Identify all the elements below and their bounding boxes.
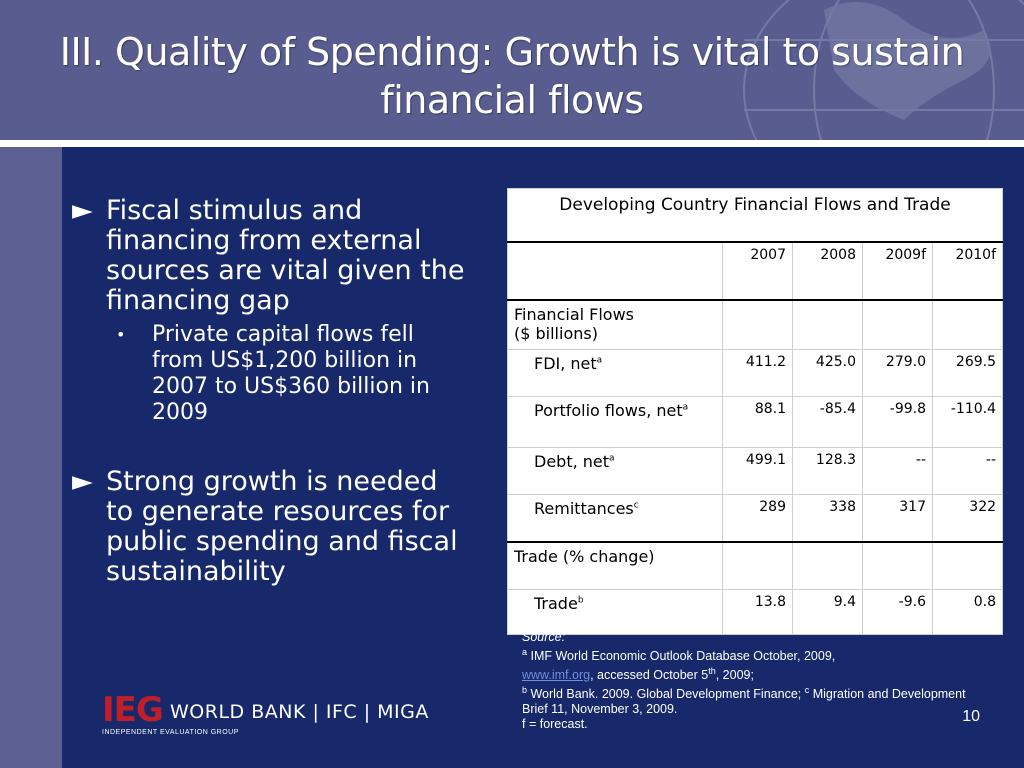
source-line-c: Migration and Development Brief 11, Nove… <box>522 687 966 717</box>
source-notes: Source: a IMF World Economic Outlook Dat… <box>522 630 982 732</box>
table-cell: 9.4 <box>792 589 863 635</box>
source-line-b: World Bank. 2009. Global Development Fin… <box>527 687 805 702</box>
group-label-line1: Financial Flows <box>514 305 635 324</box>
table-cell: 0.8 <box>931 589 1004 635</box>
table-cell: 88.1 <box>722 396 793 448</box>
bullet-2: ► Strong growth is needed to generate re… <box>72 467 467 587</box>
group-label-line2: ($ billions) <box>514 324 598 343</box>
source-accessed-end: , 2009; <box>715 668 754 683</box>
organizations-line: WORLD BANK | IFC | MIGA <box>170 701 429 723</box>
table-cell: 338 <box>792 494 863 543</box>
subbullet-1-text: Private capital flows fell from US$1,200… <box>152 322 430 425</box>
table-cell: 317 <box>862 494 933 543</box>
footnote-marker: b <box>522 685 528 696</box>
table-cell <box>931 541 1004 590</box>
ieg-letters: IEG <box>102 690 164 730</box>
bullet-2-text: Strong growth is needed to generate reso… <box>106 466 458 587</box>
header-divider <box>0 140 1024 147</box>
table-cell: -85.4 <box>792 396 863 448</box>
table-cell: -110.4 <box>931 396 1004 448</box>
table-caption: Developing Country Financial Flows and T… <box>506 188 1004 243</box>
imf-link[interactable]: www.imf.org <box>522 668 591 683</box>
table-cell <box>862 299 933 350</box>
table-cell: -99.8 <box>862 396 933 448</box>
table-cell: 13.8 <box>722 589 793 635</box>
forecast-note: f = forecast. <box>522 717 588 732</box>
table-row: Tradeb 13.8 9.4 -9.6 0.8 <box>507 589 1004 635</box>
footnote-marker: a <box>522 647 528 657</box>
slide-title: III. Quality of Spending: Growth is vita… <box>59 30 965 122</box>
bullet-1: ► Fiscal stimulus and financing from ext… <box>72 196 467 316</box>
table-cell: -- <box>931 447 1004 495</box>
table-cell <box>722 541 793 590</box>
dot-bullet-icon: • <box>116 325 126 344</box>
row-label: Portfolio flows, neta <box>507 396 723 448</box>
ieg-subtitle: INDEPENDENT EVALUATION GROUP <box>102 729 239 736</box>
table-cell: 499.1 <box>722 447 793 495</box>
table-cell <box>792 299 863 350</box>
page-number: 10 <box>962 708 980 725</box>
table-cell: 322 <box>931 494 1004 543</box>
table-cell: 425.0 <box>792 349 863 397</box>
footnote-marker: c <box>804 685 810 696</box>
subbullet-1: • Private capital flows fell from US$1,2… <box>116 322 466 426</box>
table-row: Portfolio flows, neta 88.1 -85.4 -99.8 -… <box>507 396 1004 448</box>
table-cell: 279.0 <box>862 349 933 397</box>
table-cell <box>862 541 933 590</box>
globe-graphic-icon <box>743 0 1024 140</box>
year-header: 2010f <box>931 241 1004 301</box>
bullet-1-text: Fiscal stimulus and financing from exter… <box>106 195 465 316</box>
slide-header: III. Quality of Spending: Growth is vita… <box>0 0 1024 140</box>
financial-flows-table: Developing Country Financial Flows and T… <box>506 188 1004 635</box>
table-cell: 289 <box>722 494 793 543</box>
table-row: Remittancesc 289 338 317 322 <box>507 494 1004 543</box>
source-heading: Source: <box>522 630 566 644</box>
table-cell <box>792 541 863 590</box>
arrow-bullet-icon: ► <box>72 466 93 497</box>
left-accent-strip <box>0 147 62 768</box>
table-header-blank <box>507 241 723 301</box>
table-cell: 128.3 <box>792 447 863 495</box>
source-accessed: , accessed October 5 <box>590 668 709 683</box>
table-row: Debt, neta 499.1 128.3 -- -- <box>507 447 1004 495</box>
year-header: 2009f <box>862 241 933 301</box>
table-cell <box>722 299 793 350</box>
table-cell: 269.5 <box>931 349 1004 397</box>
table-cell <box>931 299 1004 350</box>
row-label: Remittancesc <box>507 494 723 543</box>
year-header: 2007 <box>722 241 793 301</box>
arrow-bullet-icon: ► <box>72 195 93 226</box>
row-label: Debt, neta <box>507 447 723 495</box>
table-cell: 411.2 <box>722 349 793 397</box>
table-row: Trade (% change) <box>507 541 1004 590</box>
year-header: 2008 <box>792 241 863 301</box>
ieg-logo: IEG WORLD BANK | IFC | MIGA INDEPENDENT … <box>102 690 442 742</box>
table-cell: -- <box>862 447 933 495</box>
group-label-financial-flows: Financial Flows ($ billions) <box>507 299 723 350</box>
table-row: FDI, neta 411.2 425.0 279.0 269.5 <box>507 349 1004 397</box>
ordinal-sup: th <box>708 666 716 677</box>
table-cell: -9.6 <box>862 589 933 635</box>
row-label: Tradeb <box>507 589 723 635</box>
source-line-a: IMF World Economic Outlook Database Octo… <box>527 649 836 664</box>
row-label: FDI, neta <box>507 349 723 397</box>
group-label-trade: Trade (% change) <box>507 541 723 590</box>
